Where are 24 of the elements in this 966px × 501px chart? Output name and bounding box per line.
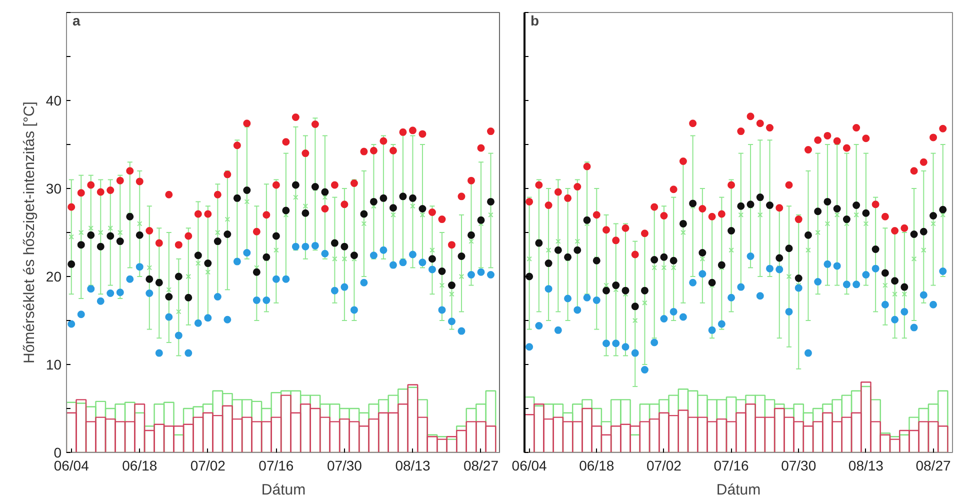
y-tick-label: 40 bbox=[46, 92, 62, 108]
x-tick-label: 07/02 bbox=[190, 458, 226, 474]
annotation: b bbox=[530, 12, 540, 28]
x-tick-label: 07/16 bbox=[258, 458, 294, 474]
y-tick-label: 10 bbox=[46, 356, 62, 372]
x-tick-label: 07/16 bbox=[714, 458, 750, 474]
y-tick-label: 20 bbox=[46, 268, 62, 284]
y-tick-label: 30 bbox=[46, 180, 62, 196]
x-axis-title: Dátum bbox=[261, 482, 306, 498]
x-axis-title: Dátum bbox=[716, 482, 761, 498]
y-axis-title: Hőmérséklet és hősziget-intenzitás [°C] bbox=[20, 102, 38, 364]
x-tick-label: 07/02 bbox=[646, 458, 682, 474]
x-tick-label: 06/18 bbox=[122, 458, 158, 474]
x-tick-label: 07/30 bbox=[781, 458, 816, 474]
annotation: a bbox=[72, 12, 80, 28]
x-tick-label: 07/30 bbox=[326, 458, 362, 474]
x-tick-label: 08/13 bbox=[848, 458, 884, 474]
x-tick-label: 06/18 bbox=[579, 458, 614, 474]
x-tick-label: 08/27 bbox=[916, 458, 951, 474]
x-tick-label: 08/27 bbox=[463, 458, 499, 474]
x-tick-label: 08/13 bbox=[395, 458, 430, 474]
x-tick-label: 06/04 bbox=[54, 458, 90, 474]
y-tick-label: 0 bbox=[54, 444, 62, 460]
x-tick-label: 06/04 bbox=[512, 458, 548, 474]
